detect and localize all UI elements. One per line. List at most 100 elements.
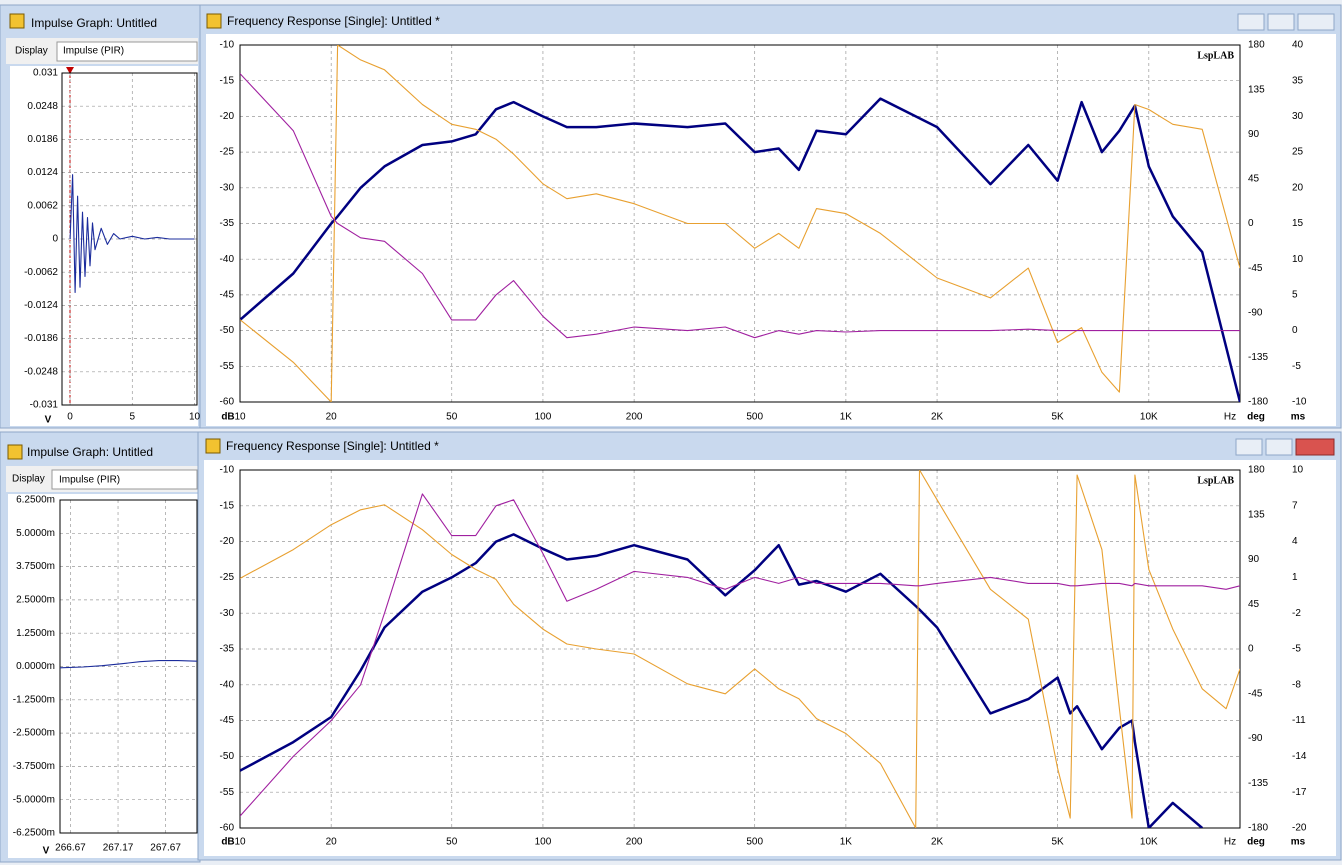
x-tick-label: 10K	[1140, 837, 1158, 848]
x-tick-label: 267.17	[103, 843, 134, 854]
maximize-button[interactable]	[1265, 438, 1293, 456]
y-tick-label: 3.7500m	[16, 561, 55, 572]
close-button[interactable]	[1297, 13, 1335, 31]
y3-tick-label: -20	[1292, 823, 1307, 834]
y-unit-label: dB	[221, 837, 234, 848]
y-tick-label: -2.5000m	[13, 728, 55, 739]
series-line	[240, 45, 1240, 402]
y3-tick-label: 1	[1292, 572, 1298, 583]
y3-tick-label: 4	[1292, 536, 1298, 547]
y2-tick-label: -45	[1248, 263, 1263, 274]
y3-tick-label: 7	[1292, 500, 1298, 511]
x-tick-label: 20	[326, 837, 338, 848]
display-value[interactable]: Impulse (PIR)	[63, 46, 124, 57]
y3-tick-label: -2	[1292, 608, 1301, 619]
display-select[interactable]	[56, 41, 198, 62]
cursor-handle[interactable]	[66, 67, 74, 74]
y-tick-label: -60	[220, 823, 235, 834]
watermark: LspLAB	[1197, 475, 1234, 486]
y-tick-label: 0.0000m	[16, 661, 55, 672]
y3-tick-label: 35	[1292, 75, 1304, 86]
y-tick-label: -15	[220, 75, 235, 86]
y3-tick-label: -11	[1292, 715, 1306, 726]
series-line	[240, 470, 1240, 828]
y-tick-label: -20	[220, 111, 235, 122]
minimize-button[interactable]	[1235, 438, 1263, 456]
impulse-window-top: Impulse Graph: Untitled Display Impulse …	[0, 4, 201, 429]
watermark: LspLAB	[1197, 50, 1234, 61]
y-tick-label: -1.2500m	[13, 694, 55, 705]
y2-tick-label: -135	[1248, 778, 1268, 789]
x-tick-label: 5K	[1051, 412, 1064, 423]
maximize-button[interactable]	[1267, 13, 1295, 31]
y3-tick-label: 20	[1292, 182, 1304, 193]
y2-tick-label: 135	[1248, 84, 1265, 95]
chart-panel	[10, 66, 198, 426]
display-label: Display	[15, 46, 48, 57]
y-tick-label: -3.7500m	[13, 761, 55, 772]
y2-tick-label: -90	[1248, 733, 1263, 744]
y3-tick-label: 10	[1292, 465, 1304, 476]
y-tick-label: -55	[220, 787, 235, 798]
x-tick-label: 266.67	[55, 843, 86, 854]
y2-tick-label: -180	[1248, 823, 1268, 834]
display-select[interactable]	[51, 469, 198, 490]
series-line	[240, 493, 1240, 817]
y2-tick-label: 45	[1248, 174, 1260, 185]
window-icon	[9, 13, 25, 29]
y-tick-label: -0.0186	[24, 333, 58, 344]
x-tick-label: 200	[626, 837, 643, 848]
impulse-window-bottom: Impulse Graph: Untitled Display Impulse …	[0, 431, 201, 863]
x-tick-label: 5	[130, 412, 136, 423]
x-unit-label: Hz	[1224, 412, 1236, 423]
y2-tick-label: 0	[1248, 644, 1254, 655]
y2-unit-label: deg	[1247, 837, 1265, 848]
y-tick-label: -35	[220, 218, 235, 229]
y-unit-label: V	[45, 415, 52, 426]
y-tick-label: -40	[220, 679, 235, 690]
minimize-button[interactable]	[1237, 13, 1265, 31]
y3-tick-label: 15	[1292, 218, 1304, 229]
window-title: Impulse Graph: Untitled	[27, 445, 153, 459]
y-tick-label: -0.0248	[24, 366, 58, 377]
y-tick-label: -50	[220, 751, 235, 762]
chart-panel	[8, 494, 198, 858]
y3-tick-label: -14	[1292, 751, 1307, 762]
x-tick-label: 10	[189, 412, 201, 423]
y2-tick-label: -90	[1248, 307, 1263, 318]
window-title: Frequency Response [Single]: Untitled *	[227, 14, 440, 28]
chart-panel	[204, 460, 1336, 856]
series-line	[240, 73, 1240, 339]
plot-frame	[239, 469, 1241, 829]
y-tick-label: -15	[220, 500, 235, 511]
y-unit-label: V	[43, 846, 50, 857]
y-tick-label: -35	[220, 644, 235, 655]
y-tick-label: -10	[220, 465, 235, 476]
y-tick-label: 0.0062	[27, 200, 58, 211]
y3-tick-label: 40	[1292, 40, 1304, 51]
y3-tick-label: 5	[1292, 290, 1298, 301]
series-line	[69, 174, 195, 294]
window-icon	[7, 444, 23, 460]
y2-tick-label: -135	[1248, 352, 1268, 363]
chart: 6.2500m 5.0000m 3.7500m 2.5000m 1.2500m 0.000…	[13, 495, 198, 857]
y-tick-label: 6.2500m	[16, 495, 55, 506]
window-icon	[205, 438, 221, 454]
window-icon	[206, 13, 222, 29]
y3-unit-label: ms	[1291, 837, 1306, 848]
y2-tick-label: 90	[1248, 554, 1260, 565]
close-button[interactable]	[1295, 438, 1335, 456]
y-tick-label: -6.2500m	[13, 828, 55, 839]
y-tick-label: 0.0248	[27, 101, 58, 112]
display-value[interactable]: Impulse (PIR)	[59, 475, 120, 486]
x-unit-label: Hz	[1224, 837, 1236, 848]
y3-tick-label: 0	[1292, 325, 1298, 336]
y2-tick-label: 45	[1248, 599, 1260, 610]
y-tick-label: -40	[220, 254, 235, 265]
window-title: Impulse Graph: Untitled	[31, 16, 157, 30]
y2-unit-label: deg	[1247, 412, 1265, 423]
frequency-window-bottom: Frequency Response [Single]: Untitled *	[197, 431, 1342, 861]
x-tick-label: 2K	[931, 837, 944, 848]
